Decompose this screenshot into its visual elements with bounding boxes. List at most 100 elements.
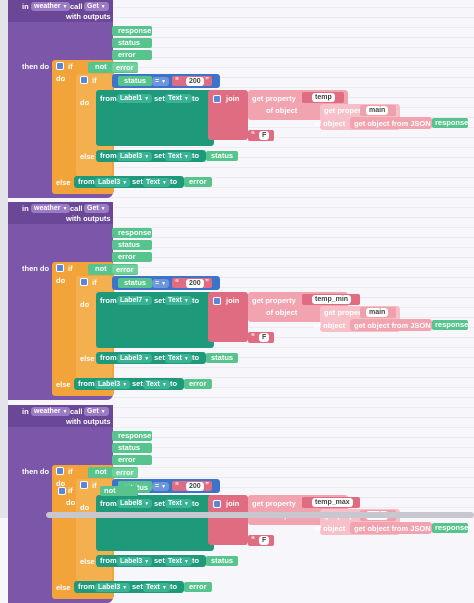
component-dropdown[interactable]: weather ▼ xyxy=(31,204,71,213)
set-label-text-block[interactable] xyxy=(96,90,214,146)
not-arg-label: error xyxy=(116,265,134,274)
close-quote-icon: ” xyxy=(205,76,209,85)
do-keyword: do xyxy=(56,74,66,83)
sub-prop-field[interactable]: main xyxy=(366,308,389,317)
gear-icon[interactable] xyxy=(213,95,221,103)
output-var-block[interactable] xyxy=(112,50,152,60)
prop-name-field[interactable]: temp xyxy=(312,93,335,102)
code-text-field[interactable]: 200 xyxy=(186,77,204,86)
do-keyword: do xyxy=(56,276,66,285)
method-dropdown[interactable]: Get ▼ xyxy=(84,407,109,416)
output-var-block[interactable] xyxy=(112,38,152,48)
triangle-down-icon: ▼ xyxy=(161,79,167,85)
error-arg-var[interactable] xyxy=(184,379,212,389)
gear-icon[interactable] xyxy=(56,62,64,70)
unit-field[interactable]: F xyxy=(259,536,270,545)
gear-icon[interactable] xyxy=(80,278,88,286)
inner-else-keyword: else xyxy=(80,354,95,363)
not-arg-var[interactable] xyxy=(112,468,138,477)
status-arg-var[interactable] xyxy=(206,151,238,161)
json-decode-block[interactable] xyxy=(350,117,432,129)
status-label-dropdown[interactable]: Label3 ▼ xyxy=(117,557,153,566)
then-do-label: then do xyxy=(22,467,50,476)
gear-icon[interactable] xyxy=(56,264,64,272)
outer-else-keyword: else xyxy=(56,380,71,389)
error-label-dropdown[interactable]: Label3 ▼ xyxy=(95,178,131,187)
join-keyword: join xyxy=(226,94,240,103)
error-label-dropdown[interactable]: Label3 ▼ xyxy=(95,380,131,389)
from-keyword: from xyxy=(100,556,117,565)
set-keyword: set xyxy=(154,353,165,362)
code-text-field[interactable]: 200 xyxy=(186,279,204,288)
output-var-block[interactable] xyxy=(112,228,152,238)
eq-operator-dropdown[interactable]: = ▼ xyxy=(152,279,170,288)
gear-icon[interactable] xyxy=(80,481,88,489)
not-keyword: not xyxy=(95,467,107,476)
gear-icon[interactable] xyxy=(56,467,64,475)
error-label-dropdown[interactable]: Label3 ▼ xyxy=(95,583,131,592)
error-property-dropdown[interactable]: Text ▼ xyxy=(143,178,170,187)
unit-field[interactable]: F xyxy=(259,131,270,140)
status-var-block[interactable] xyxy=(118,278,152,288)
not-arg-var[interactable] xyxy=(112,265,138,274)
overlap-not-block[interactable] xyxy=(100,486,138,496)
method-dropdown[interactable]: Get ▼ xyxy=(84,204,109,213)
gear-icon[interactable] xyxy=(58,487,66,495)
sub-prop-field[interactable]: main xyxy=(366,106,389,115)
outer-else-keyword: else xyxy=(56,583,71,592)
output-var-block[interactable] xyxy=(112,26,152,36)
not-arg-label: error xyxy=(116,468,134,477)
status-label-dropdown[interactable]: Label3 ▼ xyxy=(117,152,153,161)
output-var-block[interactable] xyxy=(112,431,152,441)
json-arg-var[interactable] xyxy=(432,118,468,128)
status-property-dropdown[interactable]: Text ▼ xyxy=(165,557,192,566)
error-property-dropdown[interactable]: Text ▼ xyxy=(143,583,170,592)
status-label-dropdown[interactable]: Label3 ▼ xyxy=(117,354,153,363)
get-property-keyword: get property xyxy=(252,94,296,103)
output-var-block[interactable] xyxy=(112,443,152,453)
output-var-block[interactable] xyxy=(112,240,152,250)
set-label-text-block[interactable] xyxy=(96,292,214,348)
triangle-down-icon: ▼ xyxy=(144,154,150,160)
of-object-label: of object xyxy=(266,308,298,317)
status-property-dropdown[interactable]: Text ▼ xyxy=(165,354,192,363)
not-arg-var[interactable] xyxy=(112,63,138,72)
unit-field[interactable]: F xyxy=(259,333,270,342)
triangle-down-icon: ▼ xyxy=(62,409,68,415)
gear-icon[interactable] xyxy=(213,297,221,305)
eq-operator-dropdown[interactable]: = ▼ xyxy=(152,482,170,491)
status-arg-var[interactable] xyxy=(206,353,238,363)
json-decode-block[interactable] xyxy=(350,319,432,331)
code-text-field[interactable]: 200 xyxy=(186,482,204,491)
triangle-down-icon: ▼ xyxy=(183,154,189,160)
property-dropdown[interactable]: Text ▼ xyxy=(165,499,192,508)
output-var-block[interactable] xyxy=(112,252,152,262)
error-property-dropdown[interactable]: Text ▼ xyxy=(143,380,170,389)
gear-icon[interactable] xyxy=(80,76,88,84)
status-var-block[interactable] xyxy=(118,76,152,86)
error-arg-var[interactable] xyxy=(184,177,212,187)
horizontal-scrollbar[interactable] xyxy=(46,512,474,518)
label-dropdown[interactable]: Label7 ▼ xyxy=(117,296,153,305)
triangle-down-icon: ▼ xyxy=(144,298,150,304)
component-dropdown[interactable]: weather ▼ xyxy=(31,2,71,11)
eq-operator-dropdown[interactable]: = ▼ xyxy=(152,77,170,86)
property-dropdown[interactable]: Text ▼ xyxy=(165,296,192,305)
event-in-keyword: in xyxy=(22,2,29,11)
nested-get-property-keyword: get property xyxy=(324,106,368,115)
gear-icon[interactable] xyxy=(213,500,221,508)
label-dropdown[interactable]: Label8 ▼ xyxy=(117,499,153,508)
event-call-keyword: call xyxy=(70,204,83,213)
json-arg-var[interactable] xyxy=(432,320,468,330)
component-dropdown[interactable]: weather ▼ xyxy=(31,407,71,416)
status-property-dropdown[interactable]: Text ▼ xyxy=(165,152,192,161)
triangle-down-icon: ▼ xyxy=(183,298,189,304)
event-call-keyword: call xyxy=(70,407,83,416)
prop-name-field[interactable]: temp_min xyxy=(312,295,352,304)
json-arg-label: response xyxy=(435,118,469,127)
output-var-block[interactable] xyxy=(112,455,152,465)
label-dropdown[interactable]: Label1 ▼ xyxy=(117,94,153,103)
prop-name-field[interactable]: temp_max xyxy=(312,498,353,507)
method-dropdown[interactable]: Get ▼ xyxy=(84,2,109,11)
property-dropdown[interactable]: Text ▼ xyxy=(165,94,192,103)
